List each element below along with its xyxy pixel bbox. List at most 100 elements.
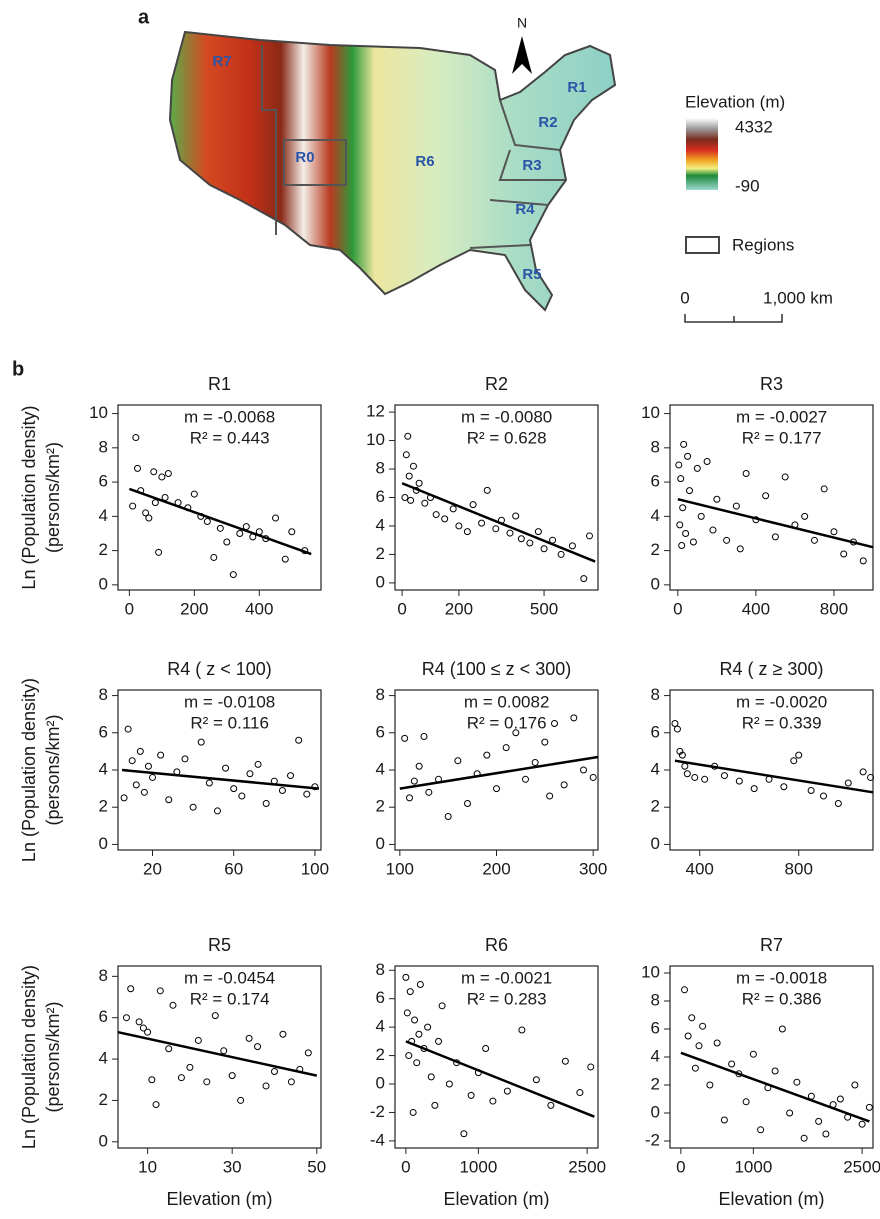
point — [403, 974, 409, 980]
y-tick-label: 2 — [99, 797, 108, 816]
point — [247, 771, 253, 777]
point — [465, 800, 471, 806]
fit-annotation: R² = 0.283 — [467, 989, 547, 1008]
panel-label: b — [12, 358, 24, 380]
point — [494, 786, 500, 792]
point — [581, 767, 587, 773]
point — [684, 771, 690, 777]
region-label: R4 — [515, 201, 535, 218]
x-tick-label: 1000 — [734, 1157, 772, 1176]
point — [679, 542, 685, 548]
point — [484, 487, 490, 493]
fit-annotation: R² = 0.174 — [190, 989, 270, 1008]
point — [404, 1010, 410, 1016]
x-tick-label: 0 — [401, 1157, 410, 1176]
legend-colorbar — [686, 118, 718, 190]
point — [831, 529, 837, 535]
point — [763, 493, 769, 499]
point — [682, 987, 688, 993]
point — [204, 1079, 210, 1085]
point — [403, 452, 409, 458]
point — [507, 530, 513, 536]
point — [224, 539, 230, 545]
point — [791, 758, 797, 764]
point — [547, 793, 553, 799]
point — [736, 778, 742, 784]
legend-region-box — [686, 237, 719, 253]
point — [289, 529, 295, 535]
point — [151, 469, 157, 475]
point — [195, 1037, 201, 1043]
point — [445, 814, 451, 820]
point — [158, 752, 164, 758]
point — [263, 800, 269, 806]
point — [590, 774, 596, 780]
fit-line — [118, 1032, 317, 1075]
point — [129, 758, 135, 764]
region-label: R6 — [415, 153, 434, 170]
y-tick-label: 2 — [99, 1090, 108, 1109]
x-tick-label: 400 — [245, 599, 273, 618]
point — [490, 1098, 496, 1104]
point — [187, 1064, 193, 1070]
point — [692, 1065, 698, 1071]
region-label: R3 — [522, 157, 541, 174]
fit-annotation: m = -0.0080 — [461, 407, 552, 426]
point — [455, 758, 461, 764]
y-tick-label: 6 — [376, 988, 385, 1007]
legend-min: -90 — [735, 176, 760, 195]
y-tick-label: 0 — [651, 574, 660, 593]
y-tick-label: -2 — [645, 1130, 660, 1149]
point — [255, 1044, 261, 1050]
y-tick-label: 6 — [376, 722, 385, 741]
point — [685, 1033, 691, 1039]
y-tick-label: 6 — [99, 722, 108, 741]
fit-line — [400, 757, 598, 789]
point — [588, 1064, 594, 1070]
point — [152, 500, 158, 506]
y-tick-label: 8 — [99, 437, 108, 456]
point — [279, 787, 285, 793]
y-tick-label: 4 — [376, 759, 385, 778]
point — [781, 784, 787, 790]
panel-title: R5 — [208, 935, 231, 955]
point — [288, 773, 294, 779]
point — [707, 1082, 713, 1088]
point — [527, 540, 533, 546]
point — [230, 572, 236, 578]
point — [751, 786, 757, 792]
point — [685, 453, 691, 459]
point — [464, 529, 470, 535]
point — [214, 808, 220, 814]
point — [729, 1061, 735, 1067]
point — [845, 780, 851, 786]
point — [586, 533, 592, 539]
point — [532, 760, 538, 766]
fit-annotation: m = 0.0082 — [464, 692, 550, 711]
x-tick-label: 400 — [742, 599, 770, 618]
region-label: R7 — [212, 53, 231, 70]
panel-title: R4 ( z ≥ 300) — [720, 659, 824, 679]
point — [239, 793, 245, 799]
x-axis-label: Elevation (m) — [166, 1189, 272, 1209]
point — [750, 1051, 756, 1057]
y-axis-label: (persons/km²) — [43, 714, 63, 825]
fit-annotation: R² = 0.176 — [467, 713, 547, 732]
point — [288, 1079, 294, 1085]
fit-annotation: m = -0.0027 — [736, 407, 827, 426]
point — [282, 556, 288, 562]
x-tick-label: 200 — [445, 599, 473, 618]
point — [450, 506, 456, 512]
fit-annotation: m = -0.0018 — [736, 968, 827, 987]
point — [470, 502, 476, 508]
point — [128, 986, 134, 992]
point — [426, 789, 432, 795]
point — [271, 1068, 277, 1074]
point — [237, 530, 243, 536]
point — [223, 765, 229, 771]
point — [503, 745, 509, 751]
point — [677, 522, 683, 528]
x-tick-label: 30 — [223, 1157, 242, 1176]
scale-label: 1,000 km — [763, 288, 833, 307]
y-tick-label: 4 — [99, 759, 108, 778]
